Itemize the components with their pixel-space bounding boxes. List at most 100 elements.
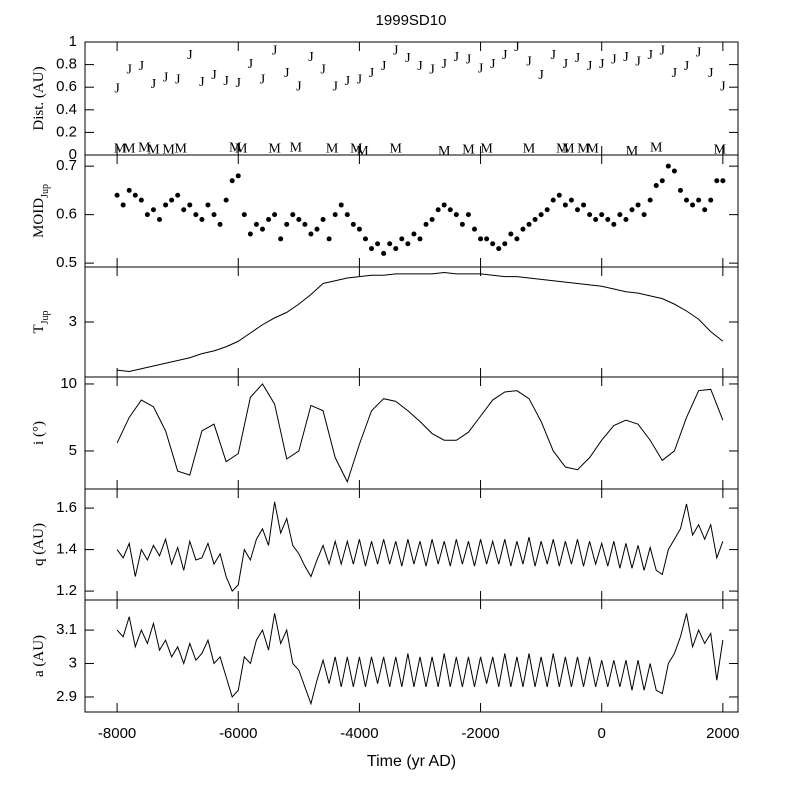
panel-frame (84, 488, 739, 601)
data-point (714, 178, 720, 184)
y-axis-label-text: Dist. (AU) (31, 66, 47, 130)
data-point (671, 168, 677, 174)
y-axis-label-text: T (31, 324, 47, 333)
data-point (544, 207, 550, 213)
letter-marker: J (260, 73, 266, 88)
data-point (690, 202, 696, 208)
data-point (217, 221, 223, 227)
letter-marker: M (326, 142, 339, 157)
letter-marker: J (538, 68, 544, 83)
y-tick-label: 3.1 (56, 621, 77, 638)
data-point (241, 212, 247, 218)
data-point (181, 207, 187, 213)
letter-marker: J (114, 82, 120, 97)
letter-marker: J (514, 40, 520, 55)
data-point (169, 197, 175, 203)
x-axis-label: Time (yr AD) (367, 753, 456, 770)
data-point (247, 231, 253, 237)
data-point (332, 212, 338, 218)
y-axis-label: MOIDJup (31, 184, 50, 238)
letter-marker: J (284, 66, 290, 81)
y-tick-label: 0.8 (56, 56, 77, 73)
letter-marker: J (236, 76, 242, 91)
letter-marker: M (577, 142, 590, 157)
data-point (696, 197, 702, 203)
letter-marker: J (647, 48, 653, 63)
data-point (132, 192, 138, 198)
data-point (296, 216, 302, 222)
letter-marker: J (696, 46, 702, 61)
y-axis-label-text: q (AU) (31, 523, 47, 566)
data-point (653, 183, 659, 189)
data-point (677, 187, 683, 193)
data-line (116, 501, 724, 592)
panel-frame (84, 376, 739, 490)
y-tick-label: 5 (69, 442, 77, 459)
data-point (538, 212, 544, 218)
data-point (453, 212, 459, 218)
data-point (441, 202, 447, 208)
x-tick-label: 0 (598, 725, 606, 742)
data-point (581, 202, 587, 208)
data-point (284, 221, 290, 227)
y-tick-label: 3 (69, 313, 77, 330)
data-point (574, 207, 580, 213)
data-point (471, 226, 477, 232)
data-point (502, 241, 508, 247)
letter-marker: J (466, 52, 472, 67)
letter-marker: M (290, 140, 303, 155)
data-point (399, 236, 405, 242)
y-axis-label: a (AU) (31, 635, 47, 677)
letter-marker: M (650, 140, 663, 155)
letter-marker: J (248, 57, 254, 72)
data-point (278, 236, 284, 242)
letter-marker: M (390, 142, 403, 157)
data-point (314, 226, 320, 232)
data-point (199, 216, 205, 222)
data-point (417, 236, 423, 242)
letter-marker: J (454, 50, 460, 65)
letter-marker: J (429, 62, 435, 77)
letter-marker: J (199, 75, 205, 90)
data-point (411, 231, 417, 237)
panel-frame (84, 599, 739, 713)
letter-marker: J (332, 79, 338, 94)
letter-marker: J (393, 43, 399, 58)
data-point (429, 216, 435, 222)
letter-marker: M (714, 143, 727, 158)
letter-marker: M (356, 144, 369, 159)
data-point (350, 221, 356, 227)
letter-marker: J (369, 66, 375, 81)
letter-marker: M (562, 142, 575, 157)
letter-marker: J (490, 57, 496, 72)
data-point (435, 207, 441, 213)
data-point (211, 212, 217, 218)
data-point (550, 197, 556, 203)
letter-marker: J (720, 79, 726, 94)
letter-marker: M (162, 143, 175, 158)
data-line (116, 383, 724, 484)
data-point (126, 187, 132, 193)
data-point (362, 236, 368, 242)
data-point (290, 212, 296, 218)
x-tick-label: -4000 (340, 725, 378, 742)
data-point (514, 236, 520, 242)
letter-marker: M (586, 142, 599, 157)
letter-marker: J (672, 66, 678, 81)
data-point (235, 173, 241, 179)
letter-marker: J (187, 48, 193, 63)
data-point (641, 212, 647, 218)
letter-marker: M (114, 142, 127, 157)
y-tick-label: 1.2 (56, 582, 77, 599)
data-point (532, 216, 538, 222)
letter-marker: M (268, 142, 281, 157)
data-point (447, 207, 453, 213)
y-tick-label: 1 (69, 33, 77, 50)
data-point (520, 226, 526, 232)
data-point (356, 226, 362, 232)
data-point (157, 216, 163, 222)
data-point (556, 192, 562, 198)
y-axis-label: q (AU) (31, 523, 47, 566)
y-tick-label: 0.4 (56, 101, 77, 118)
